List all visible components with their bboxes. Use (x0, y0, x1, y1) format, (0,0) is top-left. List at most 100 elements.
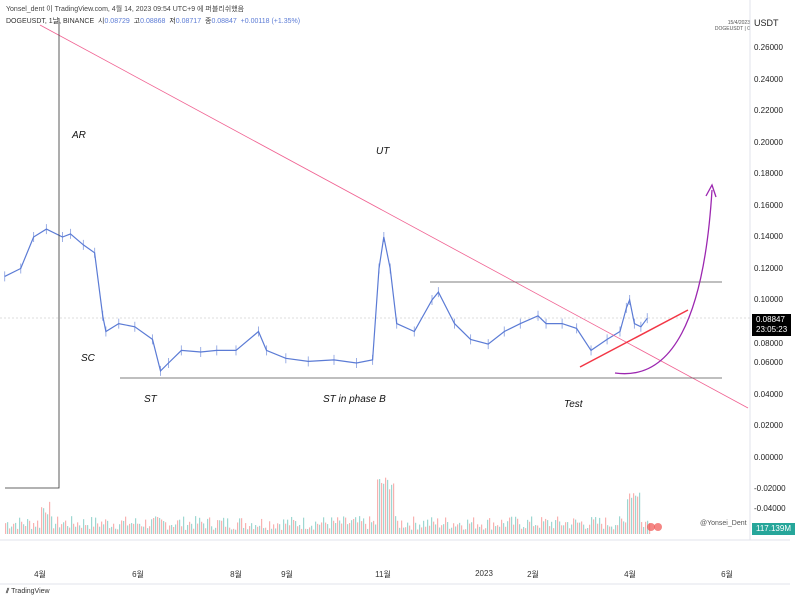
volume-bar (267, 529, 269, 534)
volume-bar (621, 518, 623, 534)
volume-bar (81, 527, 83, 534)
volume-bar (269, 521, 271, 534)
volume-bar (95, 517, 97, 534)
volume-bar (487, 519, 489, 534)
open-label: 시 (98, 18, 105, 25)
volume-bar (357, 522, 359, 534)
volume-bar (447, 522, 449, 534)
volume-bar (479, 526, 481, 534)
volume-bar (263, 528, 265, 534)
volume-bar (51, 516, 53, 534)
volume-bar (195, 516, 197, 534)
y-tick-label: 0.16000 (754, 200, 783, 210)
flag-icon[interactable] (654, 523, 662, 531)
volume-bar (427, 519, 429, 534)
volume-bar (91, 517, 93, 534)
volume-bar (225, 526, 227, 534)
volume-bar (475, 528, 477, 534)
volume-bar (627, 499, 629, 534)
volume-bar (37, 520, 39, 534)
chart-symbol-info: DOGEUSDT | 0 (714, 26, 750, 32)
y-tick-label: 0.22000 (754, 106, 783, 115)
volume-bar (259, 525, 261, 534)
volume-bar (321, 522, 323, 534)
y-tick-label: 0.02000 (754, 421, 783, 430)
annotation-ar: AR (72, 130, 86, 141)
volume-bar (241, 518, 243, 534)
downtrend-line[interactable] (39, 24, 749, 409)
volume-bar (331, 517, 333, 534)
volume-bar (443, 524, 445, 534)
volume-bar (325, 522, 327, 534)
volume-bar (181, 526, 183, 534)
volume-bar (43, 508, 45, 534)
volume-bar (315, 521, 317, 534)
volume-bar (431, 517, 433, 534)
volume-bar (623, 521, 625, 534)
volume-bar (199, 517, 201, 534)
volume-bar (585, 528, 587, 534)
flag-icon[interactable] (647, 523, 655, 531)
volume-bar (93, 526, 95, 534)
volume-bar (477, 524, 479, 534)
chart-info: 15/4/2023 DOGEUSDT | 0 (700, 20, 750, 32)
volume-bar (457, 524, 459, 534)
volume-bar (25, 526, 27, 534)
volume-bar (421, 527, 423, 534)
watermark: @Yonsei_Dent (700, 520, 747, 527)
vertical-marker-line[interactable] (5, 18, 60, 489)
volume-bar (497, 525, 499, 534)
volume-bar (203, 523, 205, 534)
volume-bar (157, 517, 159, 534)
volume-bar (547, 520, 549, 534)
volume-bar (55, 523, 57, 534)
volume-bar (19, 517, 21, 534)
symbol[interactable]: DOGEUSDT, 1날, BINANCE (6, 18, 95, 25)
annotation-st: ST (144, 394, 157, 405)
volume-bar (289, 525, 291, 534)
volume-bar (395, 516, 397, 534)
volume-bar (115, 528, 117, 534)
volume-bar (469, 523, 471, 534)
volume-bar (111, 526, 113, 534)
volume-bar (155, 516, 157, 534)
volume-bar (539, 527, 541, 534)
volume-bar (445, 517, 447, 534)
volume-bar (577, 522, 579, 534)
volume-bar (389, 489, 391, 534)
annotation-test: Test (564, 399, 583, 410)
volume-bar (231, 529, 233, 534)
volume-bar (387, 479, 389, 534)
volume-bar (281, 529, 283, 534)
volume-bar (291, 516, 293, 534)
y-tick-label: -0.04000 (754, 503, 786, 513)
volume-bar (245, 523, 247, 534)
volume-bar (329, 528, 331, 534)
volume-bar (31, 528, 33, 534)
volume-bar (239, 518, 241, 534)
volume-bar (385, 477, 387, 534)
volume-bar (519, 524, 521, 534)
volume-bar (119, 524, 121, 534)
volume-bar (125, 516, 127, 534)
volume-bar (191, 523, 193, 534)
volume-bar (29, 520, 31, 534)
volume-bar (333, 520, 335, 534)
volume-bar (85, 525, 87, 534)
projection-curve[interactable] (614, 189, 713, 375)
volume-bar (375, 524, 377, 534)
low-label: 저 (169, 18, 176, 25)
volume-bar (483, 529, 485, 534)
volume-bar (565, 522, 567, 534)
volume-bar (255, 525, 257, 534)
volume-bar (435, 524, 437, 534)
volume-bar (39, 527, 41, 534)
ohlc-legend: DOGEUSDT, 1날, BINANCE 시0.08729 고0.08868 … (6, 16, 300, 26)
volume-bar (493, 522, 495, 534)
uptrend-line[interactable] (579, 309, 689, 368)
volume-bar (501, 519, 503, 534)
volume-bar (295, 521, 297, 534)
volume-bar (271, 528, 273, 534)
volume-bar (641, 522, 643, 534)
